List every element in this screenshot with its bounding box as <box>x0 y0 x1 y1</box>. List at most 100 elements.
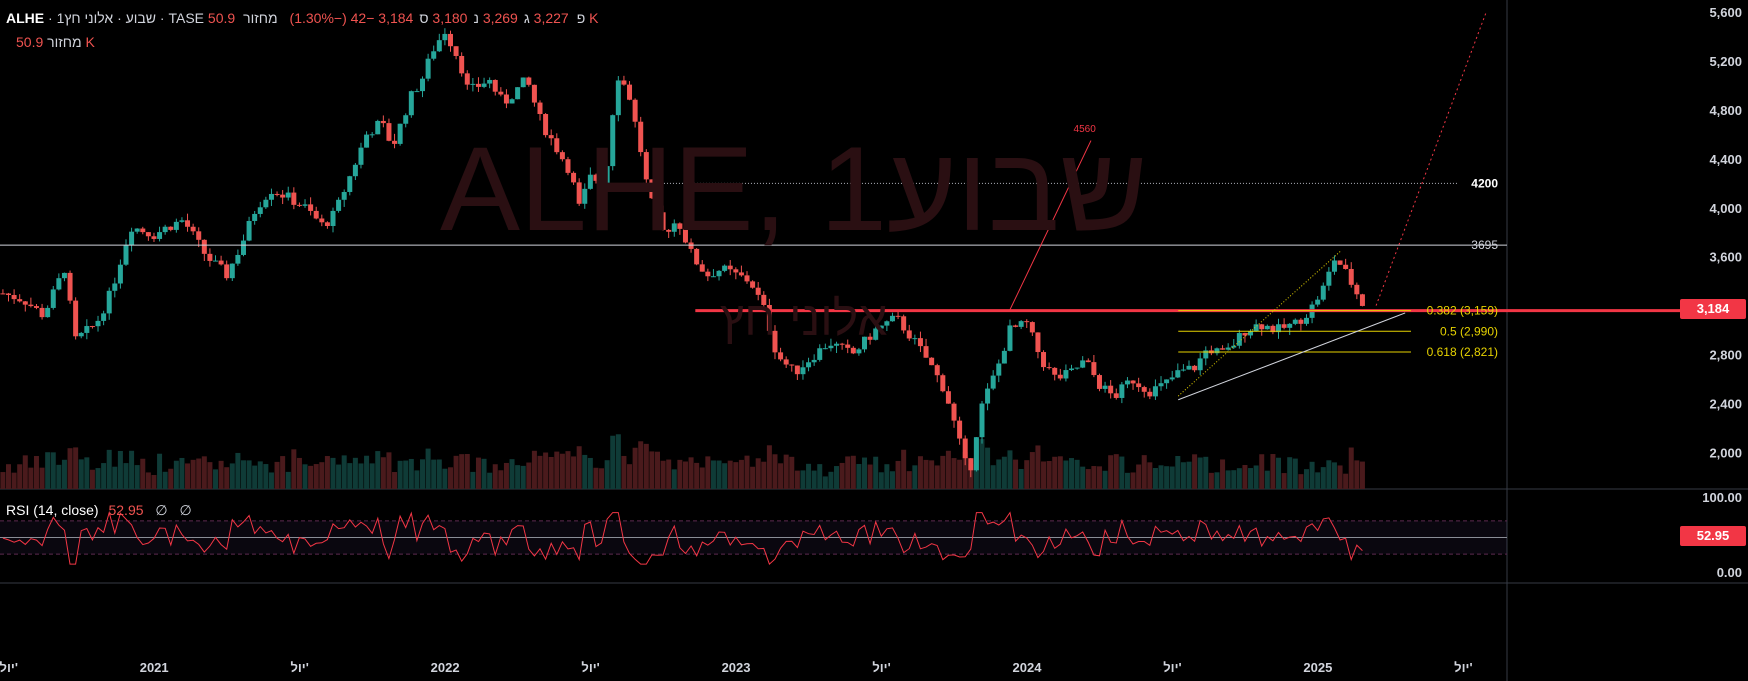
candle-body <box>39 307 45 318</box>
volume-bar <box>1041 461 1047 489</box>
candle-body <box>1102 385 1108 389</box>
volume-bar <box>716 460 722 489</box>
volume-bar <box>638 441 644 489</box>
volume-bar <box>1225 470 1231 489</box>
instrument-name: אלוני חץ <box>64 10 114 26</box>
candle-body <box>1096 375 1102 389</box>
volume-bar <box>906 471 912 489</box>
candle-body <box>1136 383 1142 388</box>
candle-body <box>1080 360 1086 368</box>
candle-body <box>56 278 62 290</box>
candle-body <box>531 84 537 103</box>
candle-body <box>67 272 73 301</box>
volume-bar <box>431 459 437 489</box>
candle-body <box>285 192 291 198</box>
candle-body <box>179 220 185 222</box>
candle-body <box>794 365 800 375</box>
volume-bar <box>375 451 381 489</box>
volume-bar <box>1096 466 1102 489</box>
volume-bar <box>543 452 549 489</box>
volume-bar <box>330 457 336 489</box>
target-label: 4560 <box>1074 124 1097 135</box>
candle-body <box>73 300 79 337</box>
candle-body <box>705 271 711 277</box>
candle-body <box>447 33 453 47</box>
volume-bar <box>235 452 241 489</box>
volume-bar <box>845 456 851 489</box>
volume-bar <box>240 460 246 489</box>
volume-bar <box>912 465 918 489</box>
volume-bar <box>1281 473 1287 489</box>
volume-bar <box>420 459 426 489</box>
candle-body <box>1343 264 1349 269</box>
candle-body <box>895 315 901 317</box>
candle-body <box>408 91 414 116</box>
volume-bar <box>923 459 929 489</box>
volume-bar <box>369 463 375 489</box>
level-label-3695: 3695 <box>1471 238 1498 252</box>
candle-body <box>257 207 263 214</box>
volume-label: מחזור <box>243 10 278 26</box>
candle-body <box>190 226 196 232</box>
volume-bar <box>766 445 772 489</box>
candle-body <box>112 283 118 291</box>
volume-bar <box>1220 459 1226 489</box>
volume-bar <box>319 462 325 489</box>
volume-bar <box>364 455 370 489</box>
candle-body <box>727 265 733 270</box>
volume-bar <box>582 454 588 489</box>
candle-body <box>962 438 968 459</box>
volume-bar <box>688 457 694 489</box>
candle-body <box>548 135 554 139</box>
volume-bar <box>168 468 174 489</box>
high-value: 3,269 <box>482 10 518 26</box>
candle-body <box>1057 374 1063 379</box>
candle-body <box>654 198 660 213</box>
volume-bar <box>772 454 778 489</box>
time-tick-label: יול' <box>1454 660 1472 675</box>
volume-bar <box>1270 454 1276 489</box>
volume-bar <box>1331 462 1337 489</box>
volume-bar <box>755 458 761 489</box>
volume-bar <box>1164 466 1170 489</box>
volume-bar <box>414 470 420 489</box>
volume-bar <box>660 460 666 489</box>
candle-body <box>1242 333 1248 336</box>
low-label: נ <box>473 10 479 26</box>
candle-body <box>800 367 806 375</box>
candle-body <box>397 123 403 144</box>
candle-body <box>789 364 795 366</box>
candle-body <box>431 51 437 59</box>
candle-body <box>968 458 974 471</box>
candle-body <box>1052 367 1058 375</box>
volume-bar <box>442 468 448 489</box>
volume-bar <box>515 465 521 489</box>
volume-bar <box>1186 461 1192 489</box>
candle-body <box>1063 370 1069 379</box>
time-tick-label: 2022 <box>431 660 460 675</box>
candle-body <box>420 78 426 92</box>
volume-bar <box>593 467 599 489</box>
volume-bar <box>347 463 353 489</box>
candle-body <box>369 134 375 136</box>
volume-bar <box>1298 474 1304 489</box>
level-label-4200: 4200 <box>1471 176 1498 190</box>
volume-bar <box>985 447 991 489</box>
volume-bar <box>129 450 135 489</box>
volume-bar <box>817 464 823 489</box>
volume-bar <box>1130 472 1136 489</box>
volume-bar <box>839 462 845 489</box>
volume-bar <box>1124 472 1130 489</box>
candle-body <box>33 306 39 308</box>
candle-body <box>224 264 230 279</box>
volume-bar <box>1013 459 1019 489</box>
symbol[interactable]: ALHE <box>6 10 45 26</box>
candle-body <box>17 299 23 302</box>
volume-bar <box>408 458 414 489</box>
volume-bar <box>1158 465 1164 489</box>
rsi-label[interactable]: RSI (14, close) <box>6 502 99 518</box>
volume-bar <box>274 461 280 489</box>
volume-bar <box>1119 456 1125 489</box>
interval[interactable]: 1שבוע <box>56 10 157 26</box>
